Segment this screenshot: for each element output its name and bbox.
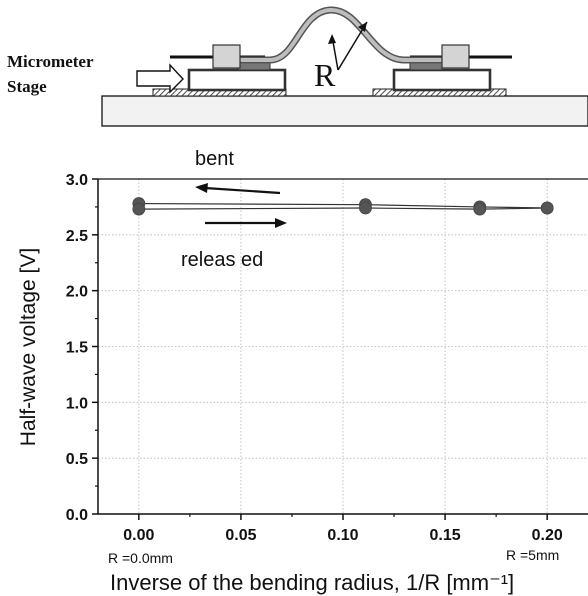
radius-five-annotation: R =5mm xyxy=(506,547,559,563)
x-tick-label: 0.05 xyxy=(225,527,256,544)
series-line xyxy=(138,207,548,210)
x-tick-label: 0.15 xyxy=(430,527,461,544)
stage-label-line2: Stage xyxy=(7,77,47,96)
bent-fiber-sample xyxy=(238,6,444,64)
base-plate xyxy=(101,95,588,127)
right-clamp-top xyxy=(441,44,470,69)
tick-layer: 0.0 0.5 1.0 1.5 2.0 2.5 3.0 0.00 0.05 0.10 0.15 0.2… xyxy=(66,172,563,544)
x-tick-label: 0.00 xyxy=(123,527,154,544)
radius-tick-arrowhead xyxy=(328,34,336,44)
series-line xyxy=(138,202,548,209)
setup-diagram: R Micrometer Stage xyxy=(7,6,588,127)
radius-arrowhead xyxy=(358,22,367,32)
right-stage-block xyxy=(392,68,492,92)
grid-layer xyxy=(98,179,588,514)
left-clamp-top xyxy=(212,44,241,69)
y-tick-label: 1.5 xyxy=(66,340,88,357)
bent-annotation: bent xyxy=(195,148,234,170)
data-point xyxy=(359,201,372,215)
bent-fiber-highlight xyxy=(240,7,442,62)
y-tick-label: 2.5 xyxy=(66,228,88,245)
x-axis-title: Inverse of the bending radius, 1/R [mm⁻¹… xyxy=(110,570,514,595)
data-point xyxy=(132,202,146,216)
bent-arrowhead xyxy=(195,183,208,193)
y-tick-label: 1.0 xyxy=(66,395,88,412)
released-arrowhead xyxy=(275,218,287,228)
radius-zero-annotation: R =0.0mm xyxy=(108,550,173,566)
data-point xyxy=(540,201,554,215)
data-point xyxy=(473,202,487,216)
bent-arrow-line xyxy=(204,186,281,195)
chart: 0.0 0.5 1.0 1.5 2.0 2.5 3.0 0.00 0.05 0.10 0.15 0.2… xyxy=(17,148,588,595)
y-tick-label: 0.5 xyxy=(66,451,88,468)
x-tick-label: 0.10 xyxy=(327,527,358,544)
radius-arrow-line xyxy=(337,21,368,71)
y-tick-label: 0.0 xyxy=(66,507,88,524)
stage-label-line1: Micrometer xyxy=(7,52,94,71)
push-arrow-icon xyxy=(136,63,184,94)
series-layer xyxy=(132,197,554,216)
released-annotation: releas ed xyxy=(181,249,263,271)
x-tick-label: 0.20 xyxy=(532,527,563,544)
y-tick-label: 3.0 xyxy=(66,172,88,189)
y-tick-label: 2.0 xyxy=(66,284,88,301)
left-stage-block xyxy=(187,68,287,92)
radius-label: R xyxy=(314,57,336,93)
y-axis-title: Half-wave voltage [V] xyxy=(17,248,40,446)
